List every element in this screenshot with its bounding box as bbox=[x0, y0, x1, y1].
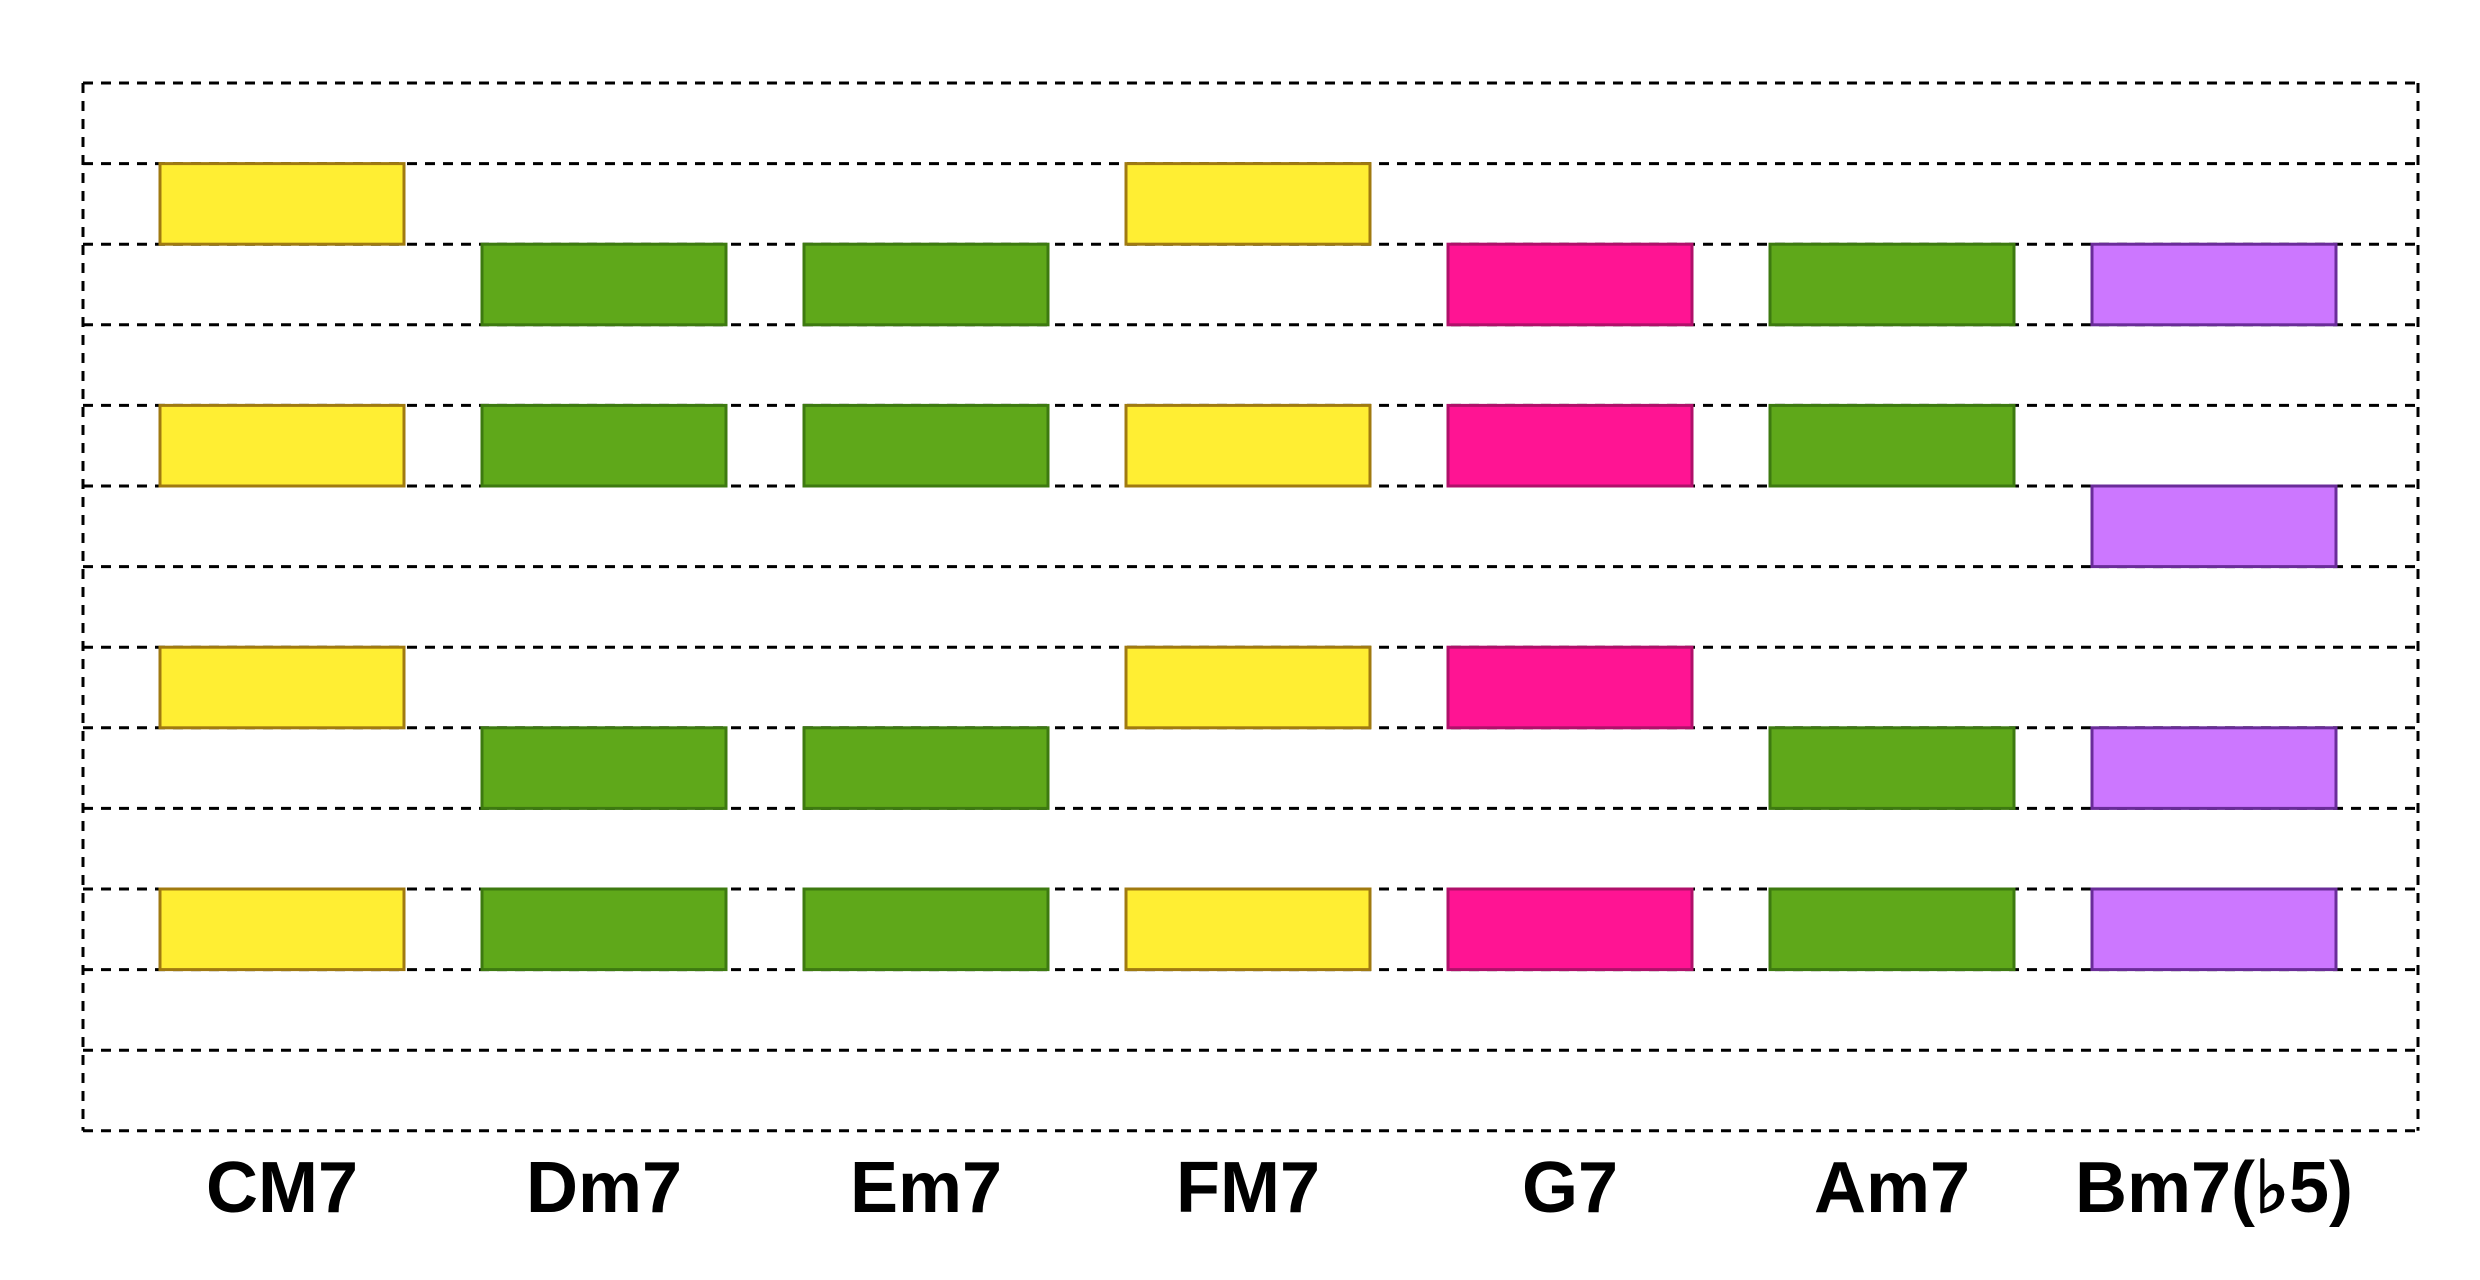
chord-tone-block bbox=[2090, 887, 2338, 972]
chord-tone-block bbox=[480, 726, 728, 810]
chord-tone-block bbox=[158, 887, 406, 972]
chord-tone-block bbox=[802, 887, 1050, 972]
chord-tone-block bbox=[1124, 645, 1372, 730]
chord-labels: CM7 Dm7 Em7 FM7 G7 Am7 Bm7(♭5) bbox=[206, 1148, 2353, 1228]
chord-label: CM7 bbox=[206, 1148, 358, 1228]
chord-label: G7 bbox=[1522, 1148, 1618, 1228]
chord-tone-block bbox=[2090, 484, 2338, 569]
chord-label: Bm7(♭5) bbox=[2075, 1148, 2353, 1228]
chord-tone-block bbox=[158, 403, 406, 488]
chord-tone-block bbox=[1446, 242, 1694, 327]
chord-tone-block bbox=[1446, 645, 1694, 730]
chord-tone-block bbox=[480, 887, 728, 972]
chord-tone-block bbox=[802, 242, 1050, 327]
chord-tone-block bbox=[158, 162, 406, 246]
chord-tone-block bbox=[1768, 242, 2016, 327]
chord-tone-block bbox=[158, 645, 406, 730]
chord-label: Dm7 bbox=[526, 1148, 682, 1228]
chord-tone-block bbox=[1768, 887, 2016, 972]
chord-tone-block bbox=[2090, 242, 2338, 327]
chord-tone-block bbox=[1124, 162, 1372, 246]
chord-tone-block bbox=[480, 242, 728, 327]
chord-tone-block bbox=[802, 726, 1050, 810]
chord-tone-block bbox=[1768, 726, 2016, 810]
chord-label: Em7 bbox=[850, 1148, 1002, 1228]
chord-tone-block bbox=[2090, 726, 2338, 810]
chord-tone-block bbox=[1768, 403, 2016, 488]
chord-tone-block bbox=[1446, 403, 1694, 488]
chord-tone-block bbox=[1124, 403, 1372, 488]
chord-tone-block bbox=[1124, 887, 1372, 972]
chord-label: Am7 bbox=[1814, 1148, 1970, 1228]
chord-blocks bbox=[158, 162, 2338, 972]
staff-grid bbox=[81, 81, 2420, 1133]
chord-label: FM7 bbox=[1176, 1148, 1320, 1228]
chord-tone-block bbox=[480, 403, 728, 488]
chord-tone-block bbox=[1446, 887, 1694, 972]
chord-tone-block bbox=[802, 403, 1050, 488]
